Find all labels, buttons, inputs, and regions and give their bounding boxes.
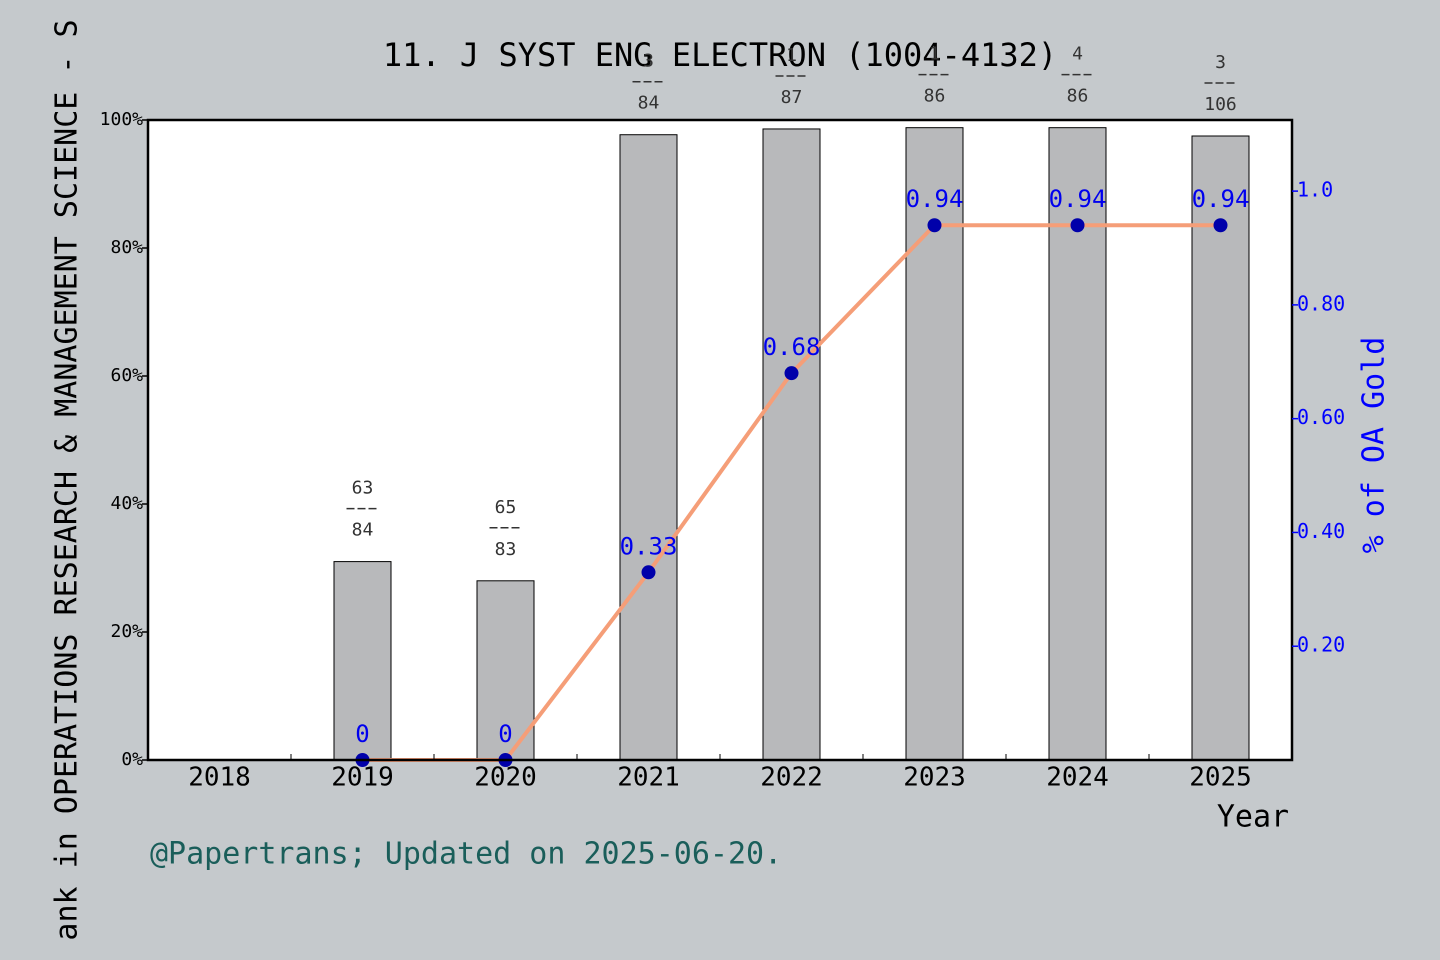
- total-label: 106: [1204, 94, 1237, 115]
- bar: [619, 134, 678, 761]
- oa-point: [641, 565, 656, 580]
- rank-label: 1: [786, 45, 797, 66]
- y2-tick-label: 0.40: [1297, 519, 1345, 543]
- x-tick-label: 2023: [903, 763, 966, 793]
- y2-tick-label: 0.20: [1297, 633, 1345, 657]
- total-label: 84: [352, 520, 374, 541]
- y2-tick-label: 0.80: [1297, 291, 1345, 315]
- y-axis-label: ank in OPERATIONS RESEARCH & MANAGEMENT …: [50, 19, 85, 940]
- bar: [762, 128, 821, 761]
- total-label: 86: [924, 86, 946, 107]
- rank-label: 63: [352, 478, 374, 499]
- plot-area: [148, 120, 1292, 760]
- oa-point: [784, 366, 799, 381]
- rank-label: 3: [643, 51, 654, 72]
- x-tick-label: 2024: [1046, 763, 1109, 793]
- oa-value-label: 0.94: [1049, 185, 1107, 213]
- bar: [1191, 135, 1250, 761]
- total-label: 84: [638, 93, 660, 114]
- bar: [333, 561, 392, 761]
- oa-value-label: 0: [355, 720, 369, 748]
- oa-value-label: 0.94: [1192, 185, 1250, 213]
- oa-value-label: 0: [498, 720, 512, 748]
- y-tick-label: 40%: [110, 493, 143, 514]
- rank-label: 65: [495, 497, 517, 518]
- y2-tick-label: 0.60: [1297, 405, 1345, 429]
- oa-point: [1070, 218, 1085, 233]
- oa-value-label: 0.33: [620, 532, 678, 560]
- x-tick-label: 2019: [331, 763, 394, 793]
- marks: [333, 127, 1250, 767]
- x-tick-label: 2025: [1189, 763, 1252, 793]
- oa-value-label: 0.68: [763, 333, 821, 361]
- y-tick-label: 0%: [121, 749, 143, 770]
- y-tick-label: 20%: [110, 621, 143, 642]
- oa-value-label: 0.94: [906, 185, 964, 213]
- oa-point: [927, 218, 942, 233]
- y-tick-label: 80%: [110, 237, 143, 258]
- rank-label: 3: [1215, 52, 1226, 73]
- rank-label: 4: [1072, 44, 1083, 65]
- rank-label: 1: [929, 44, 940, 65]
- y2-axis-label: % of OA Gold: [1357, 337, 1392, 554]
- y2-tick-label: 1.0: [1297, 178, 1333, 202]
- x-tick-label: 2018: [188, 763, 251, 793]
- x-tick-label: 2022: [760, 763, 823, 793]
- chart-title: 11. J SYST ENG ELECTRON (1004-4132): [383, 36, 1057, 74]
- y-tick-label: 100%: [100, 109, 144, 130]
- x-tick-label: 2020: [474, 763, 537, 793]
- total-label: 86: [1067, 86, 1089, 107]
- x-tick-label: 2021: [617, 763, 680, 793]
- x-axis-label: Year: [1217, 800, 1289, 835]
- total-label: 87: [781, 87, 803, 108]
- total-label: 83: [495, 539, 517, 560]
- y-tick-label: 60%: [110, 365, 143, 386]
- bar: [476, 580, 535, 761]
- footer: @Papertrans; Updated on 2025-06-20.: [150, 837, 782, 872]
- oa-point: [1213, 218, 1228, 233]
